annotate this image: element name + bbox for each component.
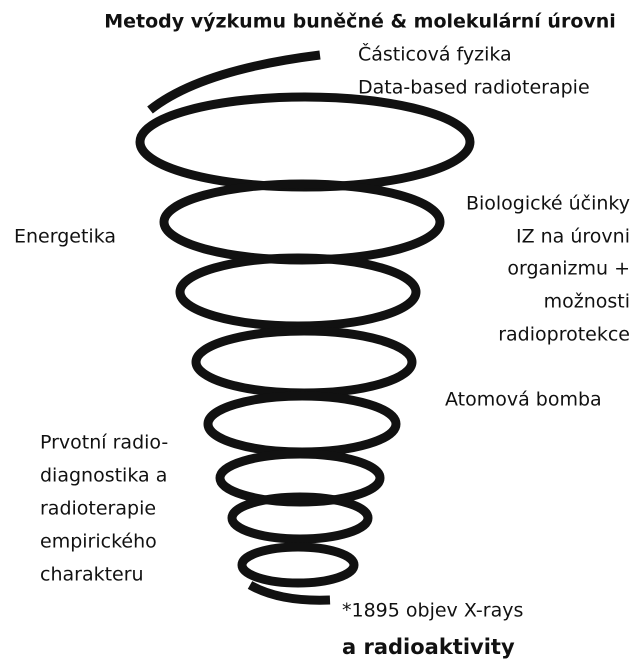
spiral-ring [237, 542, 359, 588]
label: Data-based radioterapie [358, 77, 590, 99]
label: Prvotní radio- [40, 432, 168, 454]
label: organizmu + [507, 258, 630, 280]
label: radioterapie [40, 498, 156, 520]
spiral-ring [191, 326, 417, 398]
label: Biologické účinky [466, 193, 630, 215]
label: charakteru [40, 564, 144, 586]
label: možnosti [544, 291, 630, 313]
spiral-ring [215, 449, 385, 507]
spiral-ring [159, 179, 445, 265]
spiral-tail [147, 50, 321, 114]
title: Metody výzkumu buněčné & molekulární úro… [104, 11, 616, 33]
spiral-ring [175, 253, 421, 331]
label: Energetika [14, 226, 116, 248]
spiral-end [247, 581, 331, 605]
spiral-ring [227, 492, 373, 544]
label: diagnostika a [40, 465, 167, 487]
spiral [135, 50, 475, 605]
spiral-ring [135, 92, 475, 192]
spiral-ring [203, 391, 401, 457]
label: empirického [40, 531, 157, 553]
label: IZ na úrovni [516, 226, 630, 248]
label: a radioaktivity [342, 635, 515, 659]
label: Atomová bomba [445, 389, 602, 411]
label: radioprotekce [498, 324, 630, 346]
label: Částicová fyzika [358, 42, 512, 66]
label: *1895 objev X-rays [342, 600, 523, 622]
